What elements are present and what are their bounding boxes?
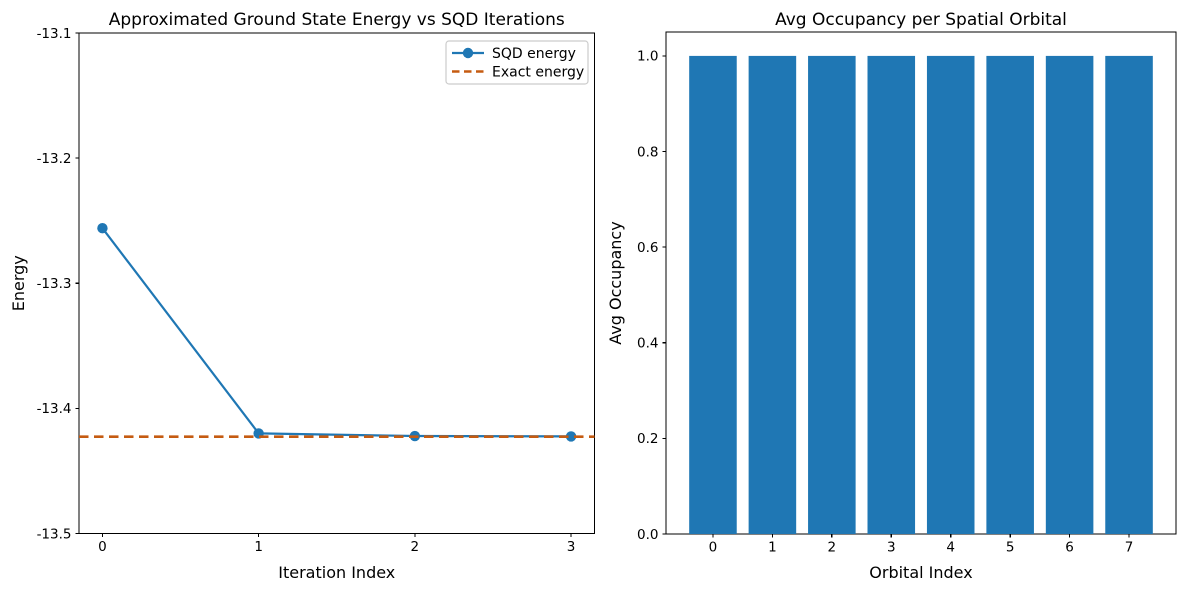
y-tick-label: 1.0 — [637, 49, 658, 65]
occupancy-bar — [689, 55, 737, 535]
y-tick-label: 0.8 — [637, 144, 658, 160]
y-tick-label: 0.0 — [637, 527, 658, 543]
legend-label-exact-energy: Exact energy — [492, 64, 584, 80]
sqd-energy-marker — [97, 222, 108, 234]
x-tick-label: 3 — [887, 540, 896, 556]
plot-title: Approximated Ground State Energy vs SQD … — [109, 10, 565, 30]
plot-title: Avg Occupancy per Spatial Orbital — [775, 10, 1067, 30]
y-tick-label: 0.2 — [637, 431, 658, 447]
x-tick-label: 4 — [946, 540, 955, 556]
sqd-energy-marker — [565, 431, 577, 442]
occupancy-bar — [986, 55, 1034, 535]
occupancy-bar — [1105, 55, 1153, 535]
legend: SQD energy Exact energy — [445, 40, 589, 85]
x-axis-label: Orbital Index — [869, 563, 972, 582]
legend-label-sqd-energy: SQD energy — [492, 46, 576, 62]
occupancy-bar — [1045, 55, 1094, 535]
y-tick-label: -13.2 — [37, 151, 72, 167]
plot-area — [666, 32, 1176, 534]
x-tick-label: 2 — [411, 539, 420, 555]
x-tick-label: 1 — [768, 540, 777, 556]
occupancy-bar — [748, 55, 797, 535]
bar-chart-occupancy: Avg Occupancy per Spatial Orbital Orbital… — [606, 10, 1177, 582]
axes-spines — [665, 31, 1177, 535]
x-tick-label: 5 — [1006, 540, 1015, 556]
x-tick-label: 0 — [98, 539, 107, 555]
legend-frame — [445, 40, 589, 85]
y-tick-label: -13.1 — [37, 26, 72, 42]
y-axis-label: Avg Occupancy — [606, 221, 625, 344]
occupancy-bar — [808, 55, 856, 535]
y-tick-label: 0.4 — [637, 336, 658, 352]
y-tick-label: -13.4 — [37, 401, 72, 417]
x-tick-label: 0 — [709, 540, 718, 556]
x-tick-label: 1 — [254, 539, 263, 555]
x-tick-label: 2 — [828, 540, 837, 556]
x-axis-label: Iteration Index — [278, 563, 395, 582]
y-tick-label: 0.6 — [637, 240, 658, 256]
y-axis-label: Energy — [9, 255, 28, 311]
plot-area — [79, 33, 595, 534]
x-tick-label: 6 — [1065, 540, 1074, 556]
y-tick-label: -13.5 — [37, 526, 72, 542]
y-tick-label: -13.3 — [37, 276, 72, 292]
x-tick-label: 7 — [1125, 540, 1134, 556]
legend-marker-sample — [462, 47, 474, 59]
x-tick-label: 3 — [567, 539, 576, 555]
occupancy-bar — [867, 55, 916, 535]
occupancy-bar — [926, 55, 975, 535]
line-chart-energy-convergence: Approximated Ground State Energy vs SQD … — [9, 10, 596, 582]
